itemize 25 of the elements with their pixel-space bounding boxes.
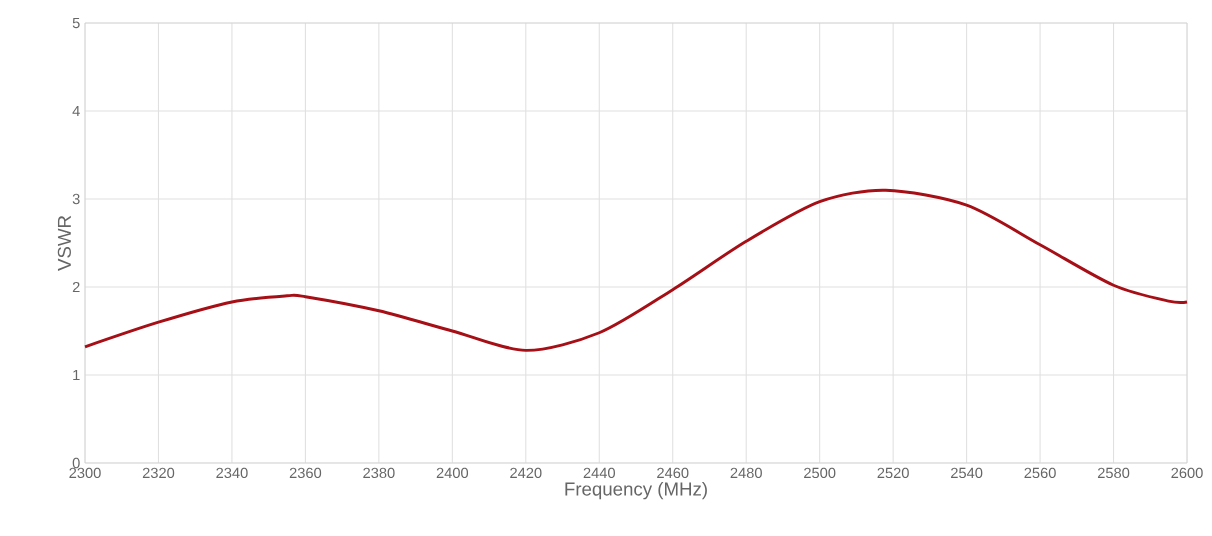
x-tick-label: 2520 <box>877 467 909 479</box>
x-tick-label: 2320 <box>142 467 175 479</box>
y-tick-label: 0 <box>72 457 80 469</box>
y-tick-label: 2 <box>72 281 80 293</box>
x-tick-label: 2400 <box>436 467 469 479</box>
y-tick-label: 3 <box>72 193 80 205</box>
x-tick-label: 2380 <box>363 467 395 479</box>
x-axis-title: Frequency (MHz) <box>565 481 707 500</box>
x-tick-label: 2440 <box>583 467 615 479</box>
x-tick-label: 2300 <box>69 467 101 479</box>
y-axis-title: VSWR <box>57 215 71 271</box>
x-tick-label: 2480 <box>730 467 762 479</box>
x-tick-label: 2340 <box>216 467 248 479</box>
line-series <box>83 188 1189 352</box>
x-tick-label: 2460 <box>657 467 689 479</box>
x-tick-label: 2500 <box>804 467 836 479</box>
x-tick-label: 2600 <box>1171 467 1203 479</box>
x-tick-label: 2420 <box>510 467 542 479</box>
x-tick-label: 2560 <box>1024 467 1056 479</box>
x-tick-label: 2540 <box>951 467 983 479</box>
x-tick-label: 2580 <box>1097 467 1130 479</box>
x-tick-label: 2360 <box>289 467 322 479</box>
y-tick-label: 1 <box>73 369 80 381</box>
y-tick-label: 5 <box>72 17 80 29</box>
y-tick-label: 4 <box>72 105 80 117</box>
